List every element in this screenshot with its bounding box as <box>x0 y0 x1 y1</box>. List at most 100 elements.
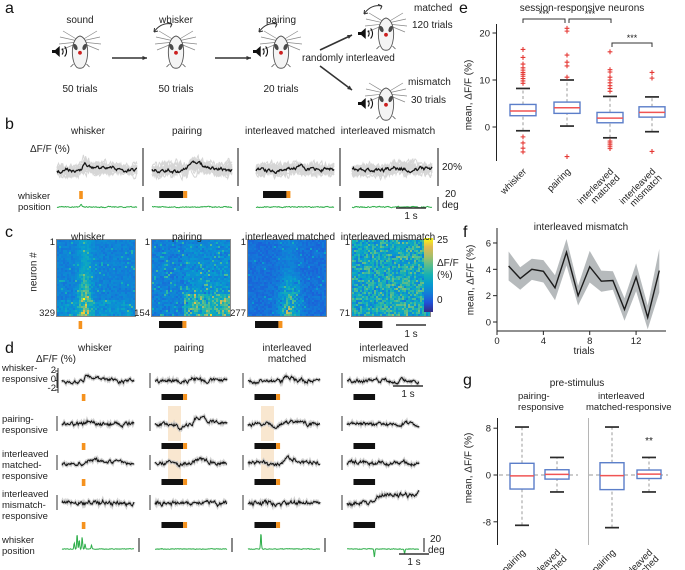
f-xtick-label: 12 <box>631 336 642 347</box>
b-col-interleaved-mismatch: interleaved mismatch <box>340 126 436 137</box>
stimulus-marker <box>81 522 86 529</box>
d-mean-trace <box>154 499 228 508</box>
whisk-motion-arrow <box>153 21 173 33</box>
c-count-2: 154 <box>134 308 150 319</box>
boxplot <box>638 70 666 154</box>
step-pairing-trials: 20 trials <box>263 84 299 95</box>
d-mean-trace <box>61 498 135 508</box>
d-scale-time-top: 1 s <box>401 389 415 400</box>
g-ytick-label: -8 <box>483 517 491 528</box>
step-whisker-title: whisker <box>159 15 193 26</box>
c-first-row-3: 1 <box>240 237 246 248</box>
d-whisker-position-trace <box>61 535 134 551</box>
stimulus-marker <box>79 191 83 199</box>
d-mean-trace <box>154 415 228 431</box>
sig-stars: ** <box>645 436 653 447</box>
d-mean-trace <box>247 374 321 385</box>
c-col-pairing: pairing <box>171 232 203 243</box>
f-ylabel: mean, ΔF/F (%) <box>465 244 477 316</box>
boxplot <box>544 456 570 493</box>
outlier-marker <box>649 75 655 81</box>
b-trial-traces <box>151 153 233 209</box>
x-category-label: pairing <box>545 166 573 194</box>
boxplot <box>636 456 662 493</box>
heatmap-interleaved-mismatch <box>351 239 431 317</box>
outlier-marker <box>607 69 613 75</box>
d-mean-trace <box>247 419 320 430</box>
x-category-label: interleavedmismatch <box>617 166 664 213</box>
c-count-3: 277 <box>230 308 246 319</box>
d-row3-l2: matched- <box>2 460 42 471</box>
stimulus-marker <box>263 191 291 198</box>
d-ylabel: ΔF/F (%) <box>36 354 77 365</box>
c-ylabel: neuron # <box>28 252 40 292</box>
stimulus-marker <box>353 394 376 400</box>
b-col-whisker: whisker <box>71 126 105 137</box>
b-scale-percent: 20% <box>442 162 463 173</box>
d-mean-trace <box>61 374 135 385</box>
stimulus-marker <box>161 479 188 485</box>
d-mean-trace <box>247 499 321 508</box>
e-ytick-label: 10 <box>479 76 490 87</box>
speaker-icon <box>253 46 268 57</box>
stimulus-marker <box>159 191 188 198</box>
f-xtick-label: 0 <box>494 336 499 347</box>
f-xlabel: trials <box>573 346 595 357</box>
c-col-whisker: whisker <box>71 232 105 243</box>
mouse-icon <box>52 30 102 69</box>
f-ytick-label: 6 <box>486 238 491 249</box>
stimulus-marker <box>78 321 83 329</box>
sig-bracket <box>611 42 653 47</box>
b-col-pairing: pairing <box>171 126 203 137</box>
b-trial-traces <box>351 158 433 209</box>
c-scale-time: 1 s <box>404 329 418 340</box>
d-col-4a: interleaved <box>359 343 409 354</box>
d-row3-l1: interleaved <box>2 449 49 460</box>
c-first-row-1: 1 <box>49 237 55 248</box>
x-category-label: whisker <box>498 166 529 197</box>
speaker-icon <box>358 98 373 109</box>
boxplot <box>509 47 537 155</box>
stimulus-marker <box>353 443 376 449</box>
flow-arrow <box>319 65 353 91</box>
g-ytick-label: 0 <box>486 471 491 482</box>
boxplot <box>596 49 624 152</box>
boxplot <box>599 426 625 529</box>
b-mean-trace <box>351 165 433 174</box>
d-mean-trace <box>346 490 420 508</box>
whisk-motion-arrow <box>258 21 278 33</box>
d-row3-l3: responsive <box>2 471 48 482</box>
outlier-marker <box>520 55 526 60</box>
d-scale-time-bottom: 1 s <box>407 557 421 568</box>
sig-stars: *** <box>539 9 550 19</box>
d-col-1: whisker <box>78 343 112 354</box>
d-mean-trace <box>346 458 420 467</box>
f-ytick-label: 4 <box>486 265 491 276</box>
colorbar <box>424 238 433 312</box>
flow-arrow <box>112 55 147 61</box>
panel-a-letter: a <box>5 0 14 17</box>
panel-g-letter: g <box>463 372 472 389</box>
outlier-marker <box>564 63 570 69</box>
d-mean-trace <box>154 376 228 385</box>
stimulus-marker <box>254 522 281 528</box>
f-ytick-label: 2 <box>486 291 491 302</box>
panel-f-letter: f <box>463 224 468 241</box>
d-mean-trace <box>61 419 135 429</box>
f-title: interleaved mismatch <box>533 222 629 233</box>
e-title: session-responsive neurons <box>519 3 645 14</box>
x-category-label: pairing <box>500 547 528 570</box>
speaker-icon <box>52 46 67 57</box>
heatmap-pairing <box>151 239 231 317</box>
b-mean-trace <box>56 161 138 174</box>
e-ytick-label: 0 <box>485 123 490 134</box>
d-trace-sem <box>153 413 229 433</box>
d-whisker-position-trace <box>247 534 321 550</box>
outlier-marker <box>520 47 526 52</box>
b-whisker-position-trace <box>56 203 138 209</box>
outlier-marker <box>649 70 655 75</box>
f-mean-line <box>508 249 660 321</box>
outlier-marker <box>607 146 613 152</box>
e-ytick-label: 20 <box>479 29 490 40</box>
